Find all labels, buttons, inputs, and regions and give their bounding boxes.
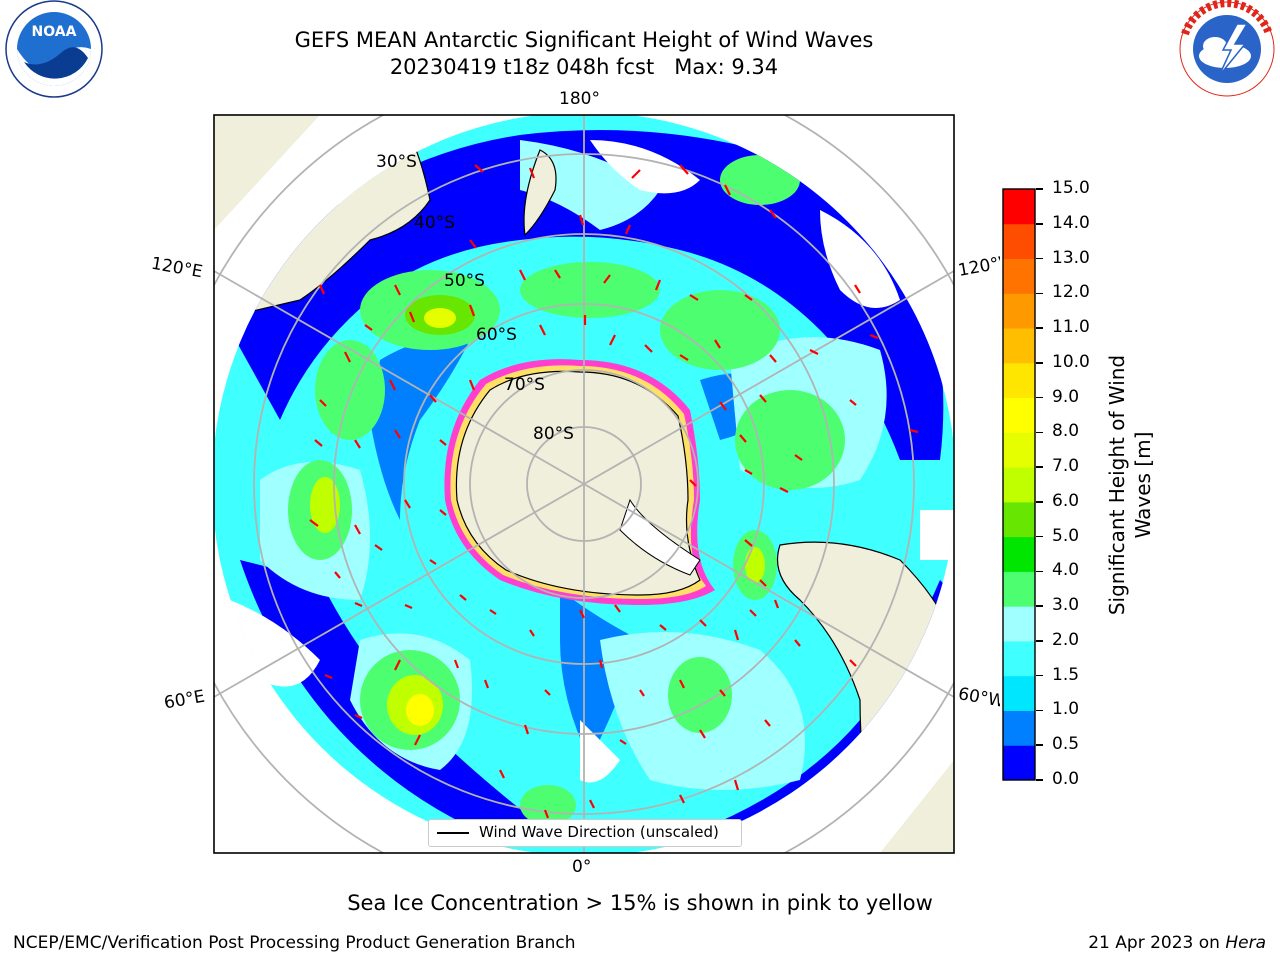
lon-label-120w: 120°W: [956, 251, 1000, 281]
noaa-logo: NOAA: [5, 0, 103, 98]
colorbar-tick-mark: [1036, 396, 1043, 399]
colorbar-tick-mark: [1036, 188, 1043, 190]
colorbar-segment: [1003, 571, 1035, 607]
colorbar-tick-label: 1.0: [1052, 699, 1080, 720]
colorbar-segment: [1003, 293, 1035, 329]
colorbar-tick-label: 1.5: [1052, 664, 1080, 685]
footer-machine: Hera: [1225, 933, 1266, 953]
colorbar-tick-label: 11.0: [1052, 317, 1090, 338]
legend-line-swatch: [437, 832, 469, 834]
lat-label-80s: 80°S: [533, 424, 574, 444]
colorbar-tick-label: 15.0: [1052, 178, 1090, 198]
colorbar-tick-label: 12.0: [1052, 282, 1090, 303]
colorbar-tick-label: 0.5: [1052, 734, 1080, 755]
colorbar-tick-mark: [1036, 292, 1043, 295]
colorbar-tick-label: 7.0: [1052, 456, 1080, 477]
colorbar-tick-mark: [1036, 605, 1043, 607]
colorbar-tick-label: 4.0: [1052, 560, 1080, 581]
lat-label-70s: 70°S: [504, 375, 545, 395]
colorbar-tick-label: 0.0: [1052, 769, 1080, 789]
colorbar-tick-mark: [1036, 362, 1043, 364]
lon-label-0: 0°: [572, 857, 592, 877]
colorbar-segment: [1003, 223, 1035, 260]
wind-wave-arrows: [309, 164, 919, 837]
chart-subtitle: 20230419 t18z 048h fcst Max: 9.34: [389, 55, 779, 79]
colorbar-segment: [1003, 397, 1035, 433]
colorbar-segment: [1003, 328, 1035, 364]
colorbar-tick-mark: [1036, 674, 1043, 677]
colorbar-segment: [1003, 258, 1035, 294]
colorbar-tick-mark: [1036, 223, 1043, 225]
colorbar-tick-mark: [1036, 640, 1043, 642]
svg-text:NOAA: NOAA: [32, 24, 77, 40]
lat-label-40s: 40°S: [414, 213, 455, 233]
colorbar-segment: [1003, 606, 1035, 642]
lat-label-30s: 30°S: [376, 152, 417, 172]
footer-date: 21 Apr 2023 on Hera: [1088, 933, 1266, 953]
nws-logo: [1179, 0, 1275, 97]
colorbar-tick-mark: [1036, 466, 1043, 468]
colorbar-tick-mark: [1036, 327, 1043, 329]
colorbar-segment: [1003, 189, 1035, 225]
colorbar-tick-label: 14.0: [1052, 212, 1090, 233]
lon-label-180: 180°: [559, 89, 600, 109]
colorbar: [1002, 188, 1036, 781]
colorbar-tick-mark: [1036, 744, 1043, 746]
lat-label-50s: 50°S: [444, 271, 485, 291]
colorbar-tick-label: 13.0: [1052, 247, 1090, 268]
lon-label-60w: 60°W: [956, 684, 1000, 712]
colorbar-segment: [1003, 745, 1035, 781]
colorbar-tick-label: 6.0: [1052, 490, 1080, 511]
colorbar-segment: [1003, 675, 1035, 711]
colorbar-tick-mark: [1036, 257, 1043, 260]
lat-label-60s: 60°S: [476, 325, 517, 345]
colorbar-segment: [1003, 467, 1035, 503]
colorbar-tick-mark: [1036, 501, 1043, 503]
colorbar-tick-label: 3.0: [1052, 595, 1080, 616]
colorbar-segment: [1003, 362, 1035, 399]
colorbar-tick-mark: [1036, 779, 1043, 781]
colorbar-tick-label: 8.0: [1052, 421, 1080, 442]
colorbar-segment: [1003, 710, 1035, 746]
colorbar-segment: [1003, 640, 1035, 677]
colorbar-segment: [1003, 501, 1035, 538]
colorbar-tick-label: 5.0: [1052, 525, 1080, 546]
colorbar-tick-mark: [1036, 570, 1043, 573]
chart-title: GEFS MEAN Antarctic Significant Height o…: [294, 28, 874, 52]
map-legend: Wind Wave Direction (unscaled): [428, 819, 742, 847]
colorbar-segment: [1003, 432, 1035, 468]
colorbar-tick-mark: [1036, 431, 1043, 434]
sea-ice-note: Sea Ice Concentration > 15% is shown in …: [347, 891, 933, 915]
colorbar-tick-mark: [1036, 535, 1043, 538]
colorbar-tick-mark: [1036, 709, 1043, 712]
footer-credit: NCEP/EMC/Verification Post Processing Pr…: [13, 933, 576, 953]
legend-label: Wind Wave Direction (unscaled): [479, 823, 719, 841]
colorbar-segment: [1003, 536, 1035, 572]
colorbar-tick-label: 10.0: [1052, 351, 1090, 372]
colorbar-tick-label: 9.0: [1052, 386, 1080, 407]
colorbar-tick-label: 2.0: [1052, 629, 1080, 650]
